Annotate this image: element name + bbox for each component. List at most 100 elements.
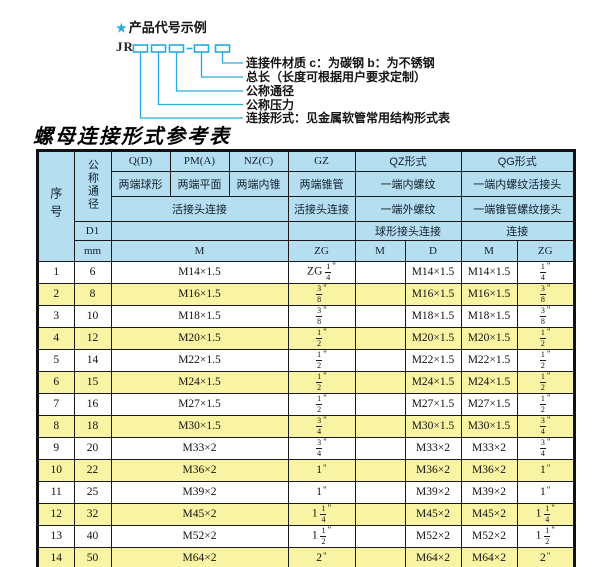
code-connector-line [139,52,243,119]
cell-m: M20×1.5 [110,326,289,350]
table-row: 12 32 M45×2 1 1 4 " M45×2 M45×2 1 1 4 " [37,502,575,526]
table-row: 5 14 M22×1.5 1 2 " M22×1.5 M22×1.5 1 2 " [37,348,575,372]
cell-mm: 22 [73,458,112,482]
table-title: 螺母连接形式参考表 [33,126,231,148]
cell-seq: 1 [37,260,75,284]
cell-qg_m: M64×2 [460,546,518,567]
table-body: 1 6 M14×1.5 ZG 1 4 " M14×1.5 M14×1.5 1 4 " 2 8 M16×1.… [37,260,575,567]
cell-gz: 3 8 " [287,304,356,328]
table-row: 14 50 M64×2 2" M64×2 M64×2 2" [37,546,575,567]
header-qz-sub1: 一端内螺纹 [354,170,462,197]
table-row: 13 40 M52×2 1 1 2 " M52×2 M52×2 1 1 2 " [37,524,575,548]
cell-mm: 8 [73,282,112,306]
cell-qg_zg: 1 2 " [516,392,575,416]
header-nz-sub: 两端内锥 [228,170,289,197]
code-box [150,44,167,53]
header-col-nz: NZ(C) [228,150,289,172]
cell-m: M27×1.5 [110,392,289,416]
table-row: 7 16 M27×1.5 1 2 " M27×1.5 M27×1.5 1 2 " [37,392,575,416]
header-qg-zg: ZG [516,239,575,262]
cell-gz: ZG 1 4 " [287,260,356,284]
cell-qz_m [354,370,406,394]
cell-m: M64×2 [110,546,289,567]
cell-qg_zg: 1 4 " [516,260,575,284]
cell-qz_m [354,414,406,438]
cell-qz_d: M16×1.5 [404,282,462,306]
cell-gz: 1" [287,480,356,504]
header-unit-m: M [110,239,289,262]
cell-qg_m: M45×2 [460,502,518,526]
cell-mm: 15 [73,370,112,394]
cell-qg_m: M36×2 [460,458,518,482]
cell-qz_m [354,480,406,504]
cell-qg_zg: 1 2 " [516,370,575,394]
cell-qg_m: M24×1.5 [460,370,518,394]
table-row: 3 10 M18×1.5 3 8 " M18×1.5 M18×1.5 3 8 " [37,304,575,328]
cell-m: M52×2 [110,524,289,548]
cell-qz_m [354,524,406,548]
cell-m: M24×1.5 [110,370,289,394]
cell-m: M39×2 [110,480,289,504]
cell-seq: 2 [37,282,75,306]
cell-qg_m: M33×2 [460,436,518,460]
cell-gz: 1 2 " [287,326,356,350]
table-row: 8 18 M30×1.5 3 4 " M30×1.5 M30×1.5 3 4 " [37,414,575,438]
cell-qz_d: M22×1.5 [404,348,462,372]
cell-qz_d: M64×2 [404,546,462,567]
cell-seq: 6 [37,370,75,394]
cell-qg_m: M16×1.5 [460,282,518,306]
cell-qz_m [354,326,406,350]
table-row: 6 15 M24×1.5 1 2 " M24×1.5 M24×1.5 1 2 " [37,370,575,394]
product-code-prefix: JR [116,39,134,54]
cell-mm: 14 [73,348,112,372]
cell-m: M18×1.5 [110,304,289,328]
code-box [168,44,185,53]
cell-m: M14×1.5 [110,260,289,284]
cell-mm: 12 [73,326,112,350]
code-box [193,44,210,53]
cell-qg_zg: 1 2 " [516,326,575,350]
cell-gz: 1 1 2 " [287,524,356,548]
cell-qg_m: M30×1.5 [460,414,518,438]
cell-qz_d: M36×2 [404,458,462,482]
cell-qg_zg: 1 1 2 " [516,524,575,548]
table-row: 2 8 M16×1.5 3 8 " M16×1.5 M16×1.5 3 8 " [37,282,575,306]
header-qz-d: D [404,239,462,262]
product-code-title-text: 产品代号示例 [128,20,207,35]
header-col-gz: GZ [287,150,356,172]
star-icon: ★ [116,21,127,35]
cell-mm: 20 [73,436,112,460]
header-unit-zg: ZG [287,239,356,262]
cell-seq: 8 [37,414,75,438]
cell-m: M33×2 [110,436,289,460]
code-box [214,44,231,53]
cell-qz_d: M27×1.5 [404,392,462,416]
cell-qg_zg: 1" [516,458,575,482]
cell-qz_d: M14×1.5 [404,260,462,284]
code-connector-line [175,52,243,92]
cell-qz_d: M18×1.5 [404,304,462,328]
cell-mm: 50 [73,546,112,567]
header-qz-connection: 球形接头连接 [354,220,462,241]
code-label-nominal-diameter: 公称通径 [246,84,295,98]
cell-qz_m [354,546,406,567]
cell-gz: 1 2 " [287,348,356,372]
header-q-sub: 两端球形 [110,170,171,197]
header-nominal-diameter: 公称通径 [73,150,112,222]
code-label-connection-form: 连接形式：见金属软管常用结构形式表 [246,111,451,125]
header-qz-m: M [354,239,406,262]
cell-qg_m: M39×2 [460,480,518,504]
cell-qz_d: M20×1.5 [404,326,462,350]
cell-qg_m: M22×1.5 [460,348,518,372]
header-seq: 序号 [37,150,75,262]
header-gz-connection: 活接头连接 [287,195,356,222]
cell-qz_d: M45×2 [404,502,462,526]
cell-qz_m [354,260,406,284]
cell-gz: 1 2 " [287,370,356,394]
cell-m: M30×1.5 [110,414,289,438]
header-qg-m: M [460,239,518,262]
cell-seq: 9 [37,436,75,460]
header-blank-left [110,220,289,241]
cell-qz_d: M33×2 [404,436,462,460]
cell-qg_m: M52×2 [460,524,518,548]
